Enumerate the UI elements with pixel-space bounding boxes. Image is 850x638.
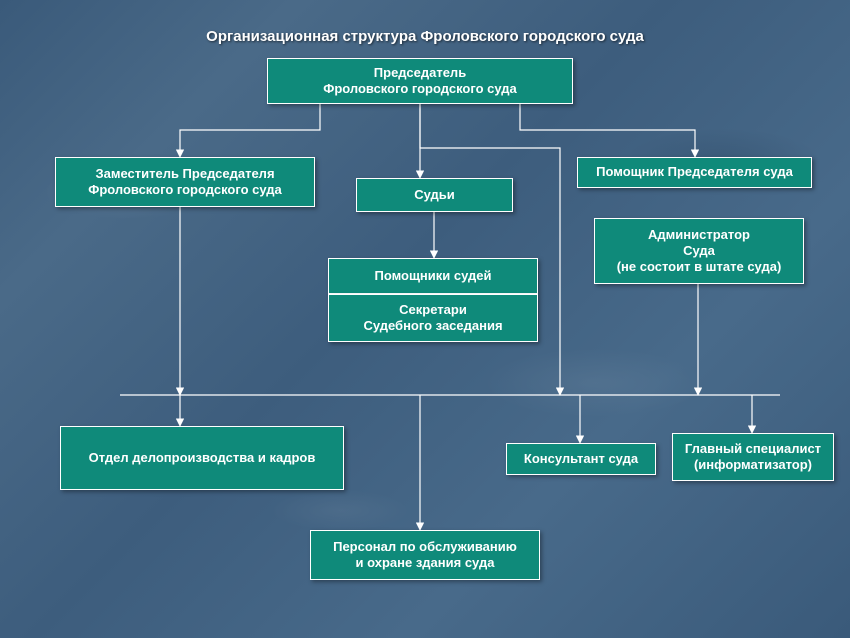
edge	[420, 104, 560, 395]
node-deputy: Заместитель Председателя Фроловского гор…	[55, 157, 315, 207]
diagram-title: Организационная структура Фроловского го…	[0, 28, 850, 45]
node-secretaries: Секретари Судебного заседания	[328, 294, 538, 342]
node-personnel: Персонал по обслуживанию и охране здания…	[310, 530, 540, 580]
node-office: Отдел делопроизводства и кадров	[60, 426, 344, 490]
node-consultant: Консультант суда	[506, 443, 656, 475]
node-helpers: Помощники судей	[328, 258, 538, 294]
node-judges: Судьи	[356, 178, 513, 212]
node-specialist: Главный специалист (информатизатор)	[672, 433, 834, 481]
edge	[180, 104, 320, 157]
edge	[520, 104, 695, 157]
node-assistant: Помощник Председателя суда	[577, 157, 812, 188]
node-admin: Администратор Суда (не состоит в штате с…	[594, 218, 804, 284]
node-chairman: Председатель Фроловского городского суда	[267, 58, 573, 104]
